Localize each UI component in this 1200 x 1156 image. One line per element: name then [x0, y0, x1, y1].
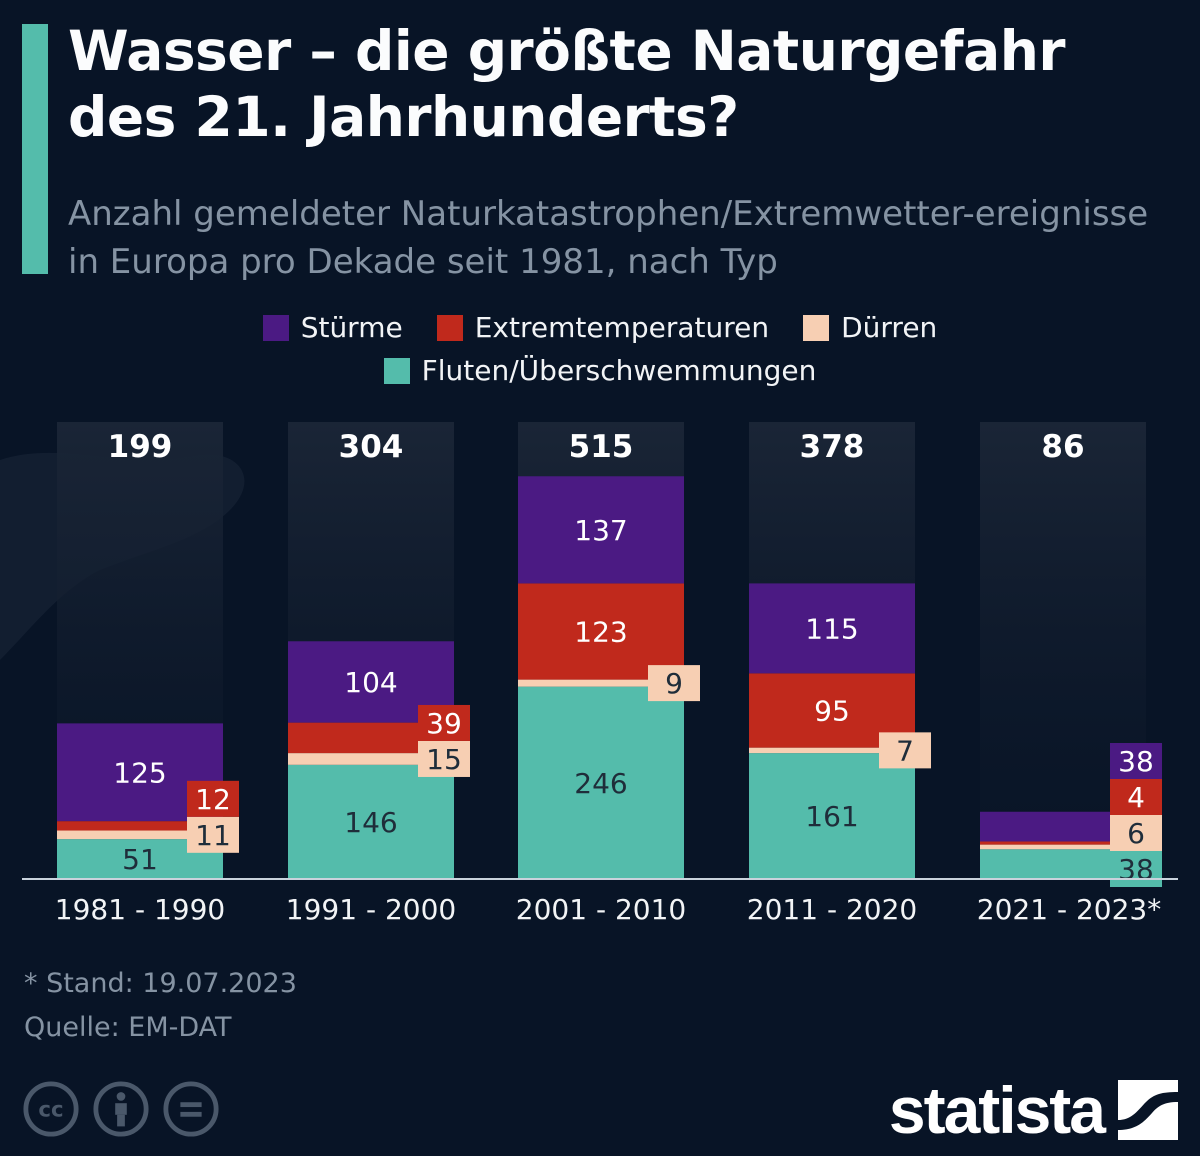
bar-segment-fluten-berschwemmungen — [288, 764, 454, 879]
data-label: 246 — [574, 767, 627, 800]
bar-segment-d-rren — [288, 753, 454, 765]
accent-bar — [22, 24, 48, 274]
legend-swatch-extremtemperaturen — [436, 314, 463, 341]
x-tick-label: 2011 - 2020 — [747, 893, 917, 926]
footnote-source: Quelle: EM-DAT — [24, 1012, 232, 1043]
total-label: 199 — [108, 429, 173, 465]
data-label-box — [187, 816, 239, 853]
data-label: 12 — [195, 783, 231, 816]
data-label: 39 — [426, 707, 462, 740]
data-label: 137 — [574, 514, 627, 547]
data-label-box — [1110, 815, 1162, 851]
statista-logo[interactable]: statista — [889, 1072, 1178, 1148]
data-label: 11 — [195, 819, 231, 852]
total-label: 86 — [1041, 429, 1084, 465]
bar-segment-d-rren — [518, 679, 684, 687]
brand-name: statista — [888, 1073, 1106, 1147]
data-label: 104 — [344, 666, 397, 699]
data-label: 15 — [426, 743, 462, 776]
x-tick-label: 2001 - 2010 — [516, 893, 686, 926]
attribution-icon[interactable] — [92, 1080, 150, 1138]
legend: Stürme Extremtemperaturen Dürren Fluten/… — [0, 306, 1200, 392]
legend-item-stuerme: Stürme — [262, 306, 403, 349]
data-label: 4 — [1127, 781, 1145, 814]
legend-item-extremtemperaturen: Extremtemperaturen — [436, 306, 770, 349]
bar-segment-d-rren — [749, 747, 915, 754]
total-label: 304 — [339, 429, 404, 465]
legend-item-fluten: Fluten/Überschwemmungen — [383, 349, 817, 392]
legend-swatch-stuerme — [262, 314, 289, 341]
chart-title: Wasser – die größte Naturgefahr des 21. … — [68, 19, 1065, 149]
data-label-box — [187, 780, 239, 817]
data-label-box — [879, 732, 931, 769]
data-label-box — [418, 740, 470, 777]
total-label: 515 — [569, 429, 634, 465]
legend-swatch-fluten — [383, 357, 410, 384]
data-label: 6 — [1127, 817, 1145, 850]
bar-segment-d-rren — [57, 830, 223, 840]
data-label: 51 — [122, 843, 158, 876]
total-label: 378 — [800, 429, 865, 465]
bar-segment-d-rren — [980, 844, 1146, 850]
license-icons: cc — [22, 1080, 220, 1138]
data-label: 7 — [896, 734, 914, 767]
legend-item-duerren: Dürren — [803, 306, 937, 349]
data-label: 146 — [344, 806, 397, 839]
cc-icon[interactable]: cc — [22, 1080, 80, 1138]
bar-segment-fluten-berschwemmungen — [518, 686, 684, 879]
statista-logo-icon — [1118, 1080, 1178, 1140]
chart-subtitle: Anzahl gemeldeter Naturkatastrophen/Extr… — [68, 194, 1149, 282]
bar-segment-st-rme — [749, 583, 915, 674]
bar-segment-extremtemperaturen — [57, 821, 223, 831]
legend-label: Fluten/Überschwemmungen — [421, 354, 817, 387]
svg-text:cc: cc — [38, 1098, 63, 1123]
data-label-box — [648, 665, 700, 702]
data-label: 95 — [814, 694, 850, 727]
data-label: 38 — [1118, 853, 1154, 886]
x-tick-label: 2021 - 2023* — [977, 893, 1161, 926]
data-label: 115 — [805, 612, 858, 645]
legend-label: Dürren — [841, 311, 938, 344]
x-tick-label: 1991 - 2000 — [286, 893, 456, 926]
data-label: 125 — [113, 756, 166, 789]
legend-swatch-duerren — [803, 314, 830, 341]
footnote: * Stand: 19.07.2023 Quelle: EM-DAT — [24, 962, 297, 1050]
data-label: 123 — [574, 615, 627, 648]
data-label: 9 — [665, 667, 683, 700]
bar-segment-fluten-berschwemmungen — [749, 753, 915, 879]
data-label: 161 — [805, 800, 858, 833]
data-label-box — [418, 704, 470, 741]
data-label-box — [1110, 779, 1162, 815]
legend-label: Extremtemperaturen — [474, 311, 770, 344]
bar-segment-st-rme — [518, 476, 684, 584]
legend-label: Stürme — [300, 311, 403, 344]
footnote-note: * Stand: 19.07.2023 — [24, 968, 297, 999]
data-label-box — [1110, 851, 1162, 887]
bar-segment-extremtemperaturen — [518, 583, 684, 680]
bar-segment-extremtemperaturen — [980, 841, 1146, 845]
x-tick-label: 1981 - 1990 — [55, 893, 225, 926]
no-derivatives-icon[interactable] — [162, 1080, 220, 1138]
data-label-box — [1110, 743, 1162, 779]
data-label: 38 — [1118, 745, 1154, 778]
